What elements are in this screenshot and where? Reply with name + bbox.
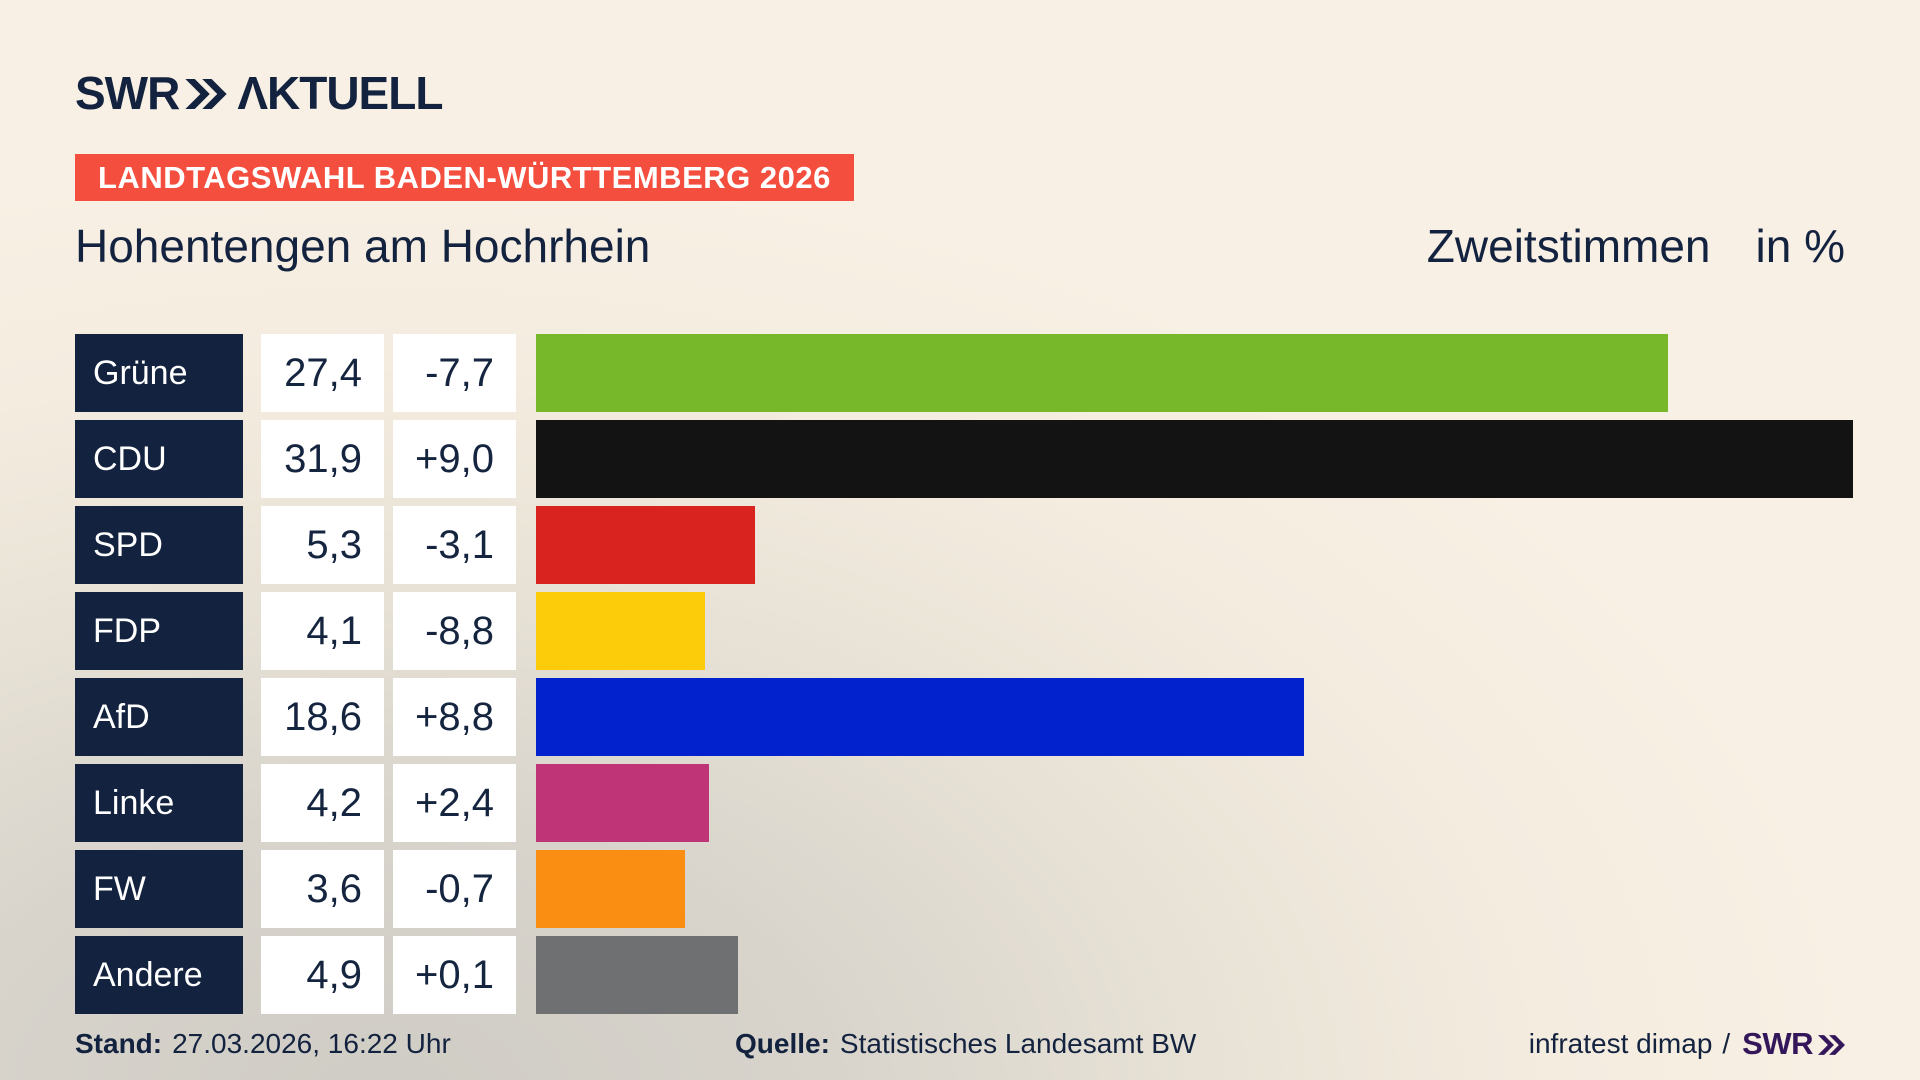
result-bar — [536, 506, 755, 584]
timestamp: Stand: 27.03.2026, 16:22 Uhr — [75, 1026, 451, 1062]
credit-text: infratest dimap — [1528, 1028, 1713, 1059]
municipality-title: Hohentengen am Hochrhein — [75, 220, 651, 272]
party-label: Linke — [75, 764, 243, 842]
swr-aktuell-logo: SWR ΛKTUELL — [75, 66, 443, 120]
result-bar — [536, 764, 709, 842]
swr-logo-footer: SWR — [1742, 1026, 1845, 1062]
source: Quelle: Statistisches Landesamt BW — [735, 1026, 1196, 1062]
vote-type-text: Zweitstimmen — [1426, 220, 1711, 272]
logo-aktuell-text: ΛKTUELL — [237, 67, 443, 119]
party-label: SPD — [75, 506, 243, 584]
stand-label: Stand: — [75, 1028, 163, 1059]
result-change: +9,0 — [393, 420, 516, 498]
double-chevron-icon — [1818, 1035, 1845, 1055]
result-row: Linke 4,2 +2,4 — [75, 764, 1865, 842]
stand-value: 27.03.2026, 16:22 Uhr — [172, 1028, 451, 1059]
party-label: Grüne — [75, 334, 243, 412]
result-bar — [536, 678, 1304, 756]
quelle-value: Statistisches Landesamt BW — [839, 1028, 1197, 1059]
result-bar — [536, 420, 1853, 498]
result-value: 18,6 — [261, 678, 384, 756]
result-bar — [536, 850, 685, 928]
result-value: 3,6 — [261, 850, 384, 928]
credit: infratest dimap / SWR — [1529, 1026, 1845, 1062]
party-label: AfD — [75, 678, 243, 756]
credit-separator: / — [1722, 1028, 1731, 1059]
swr-logo-footer-text: SWR — [1742, 1026, 1813, 1061]
result-value: 5,3 — [261, 506, 384, 584]
result-row: Andere 4,9 +0,1 — [75, 936, 1865, 1014]
result-change: +8,8 — [393, 678, 516, 756]
footer: Stand: 27.03.2026, 16:22 Uhr Quelle: Stati… — [0, 1026, 1920, 1066]
result-row: SPD 5,3 -3,1 — [75, 506, 1865, 584]
result-bar — [536, 592, 705, 670]
logo-swr-text: SWR — [75, 67, 180, 119]
party-label: Andere — [75, 936, 243, 1014]
party-label: FDP — [75, 592, 243, 670]
result-change: -8,8 — [393, 592, 516, 670]
election-banner: LANDTAGSWAHL BADEN-WÜRTTEMBERG 2026 — [75, 154, 854, 201]
double-chevron-icon — [185, 79, 227, 109]
result-bar — [536, 334, 1668, 412]
result-row: AfD 18,6 +8,8 — [75, 678, 1865, 756]
results-bar-chart: Grüne 27,4 -7,7 CDU 31,9 +9,0 SPD 5,3 -3,1 FDP 4,1… — [75, 334, 1865, 1022]
result-change: +0,1 — [393, 936, 516, 1014]
result-row: FDP 4,1 -8,8 — [75, 592, 1865, 670]
quelle-label: Quelle: — [735, 1028, 830, 1059]
title-row: Hohentengen am Hochrhein Zweitstimmen in … — [75, 220, 1845, 272]
result-change: +2,4 — [393, 764, 516, 842]
result-value: 27,4 — [261, 334, 384, 412]
result-value: 4,2 — [261, 764, 384, 842]
result-row: FW 3,6 -0,7 — [75, 850, 1865, 928]
result-change: -7,7 — [393, 334, 516, 412]
result-value: 4,9 — [261, 936, 384, 1014]
result-bar — [536, 936, 738, 1014]
vote-type-label: Zweitstimmen in % — [1427, 220, 1845, 272]
result-value: 4,1 — [261, 592, 384, 670]
party-label: CDU — [75, 420, 243, 498]
party-label: FW — [75, 850, 243, 928]
result-row: Grüne 27,4 -7,7 — [75, 334, 1865, 412]
unit-text: in % — [1755, 220, 1845, 272]
result-row: CDU 31,9 +9,0 — [75, 420, 1865, 498]
result-value: 31,9 — [261, 420, 384, 498]
result-change: -3,1 — [393, 506, 516, 584]
result-change: -0,7 — [393, 850, 516, 928]
